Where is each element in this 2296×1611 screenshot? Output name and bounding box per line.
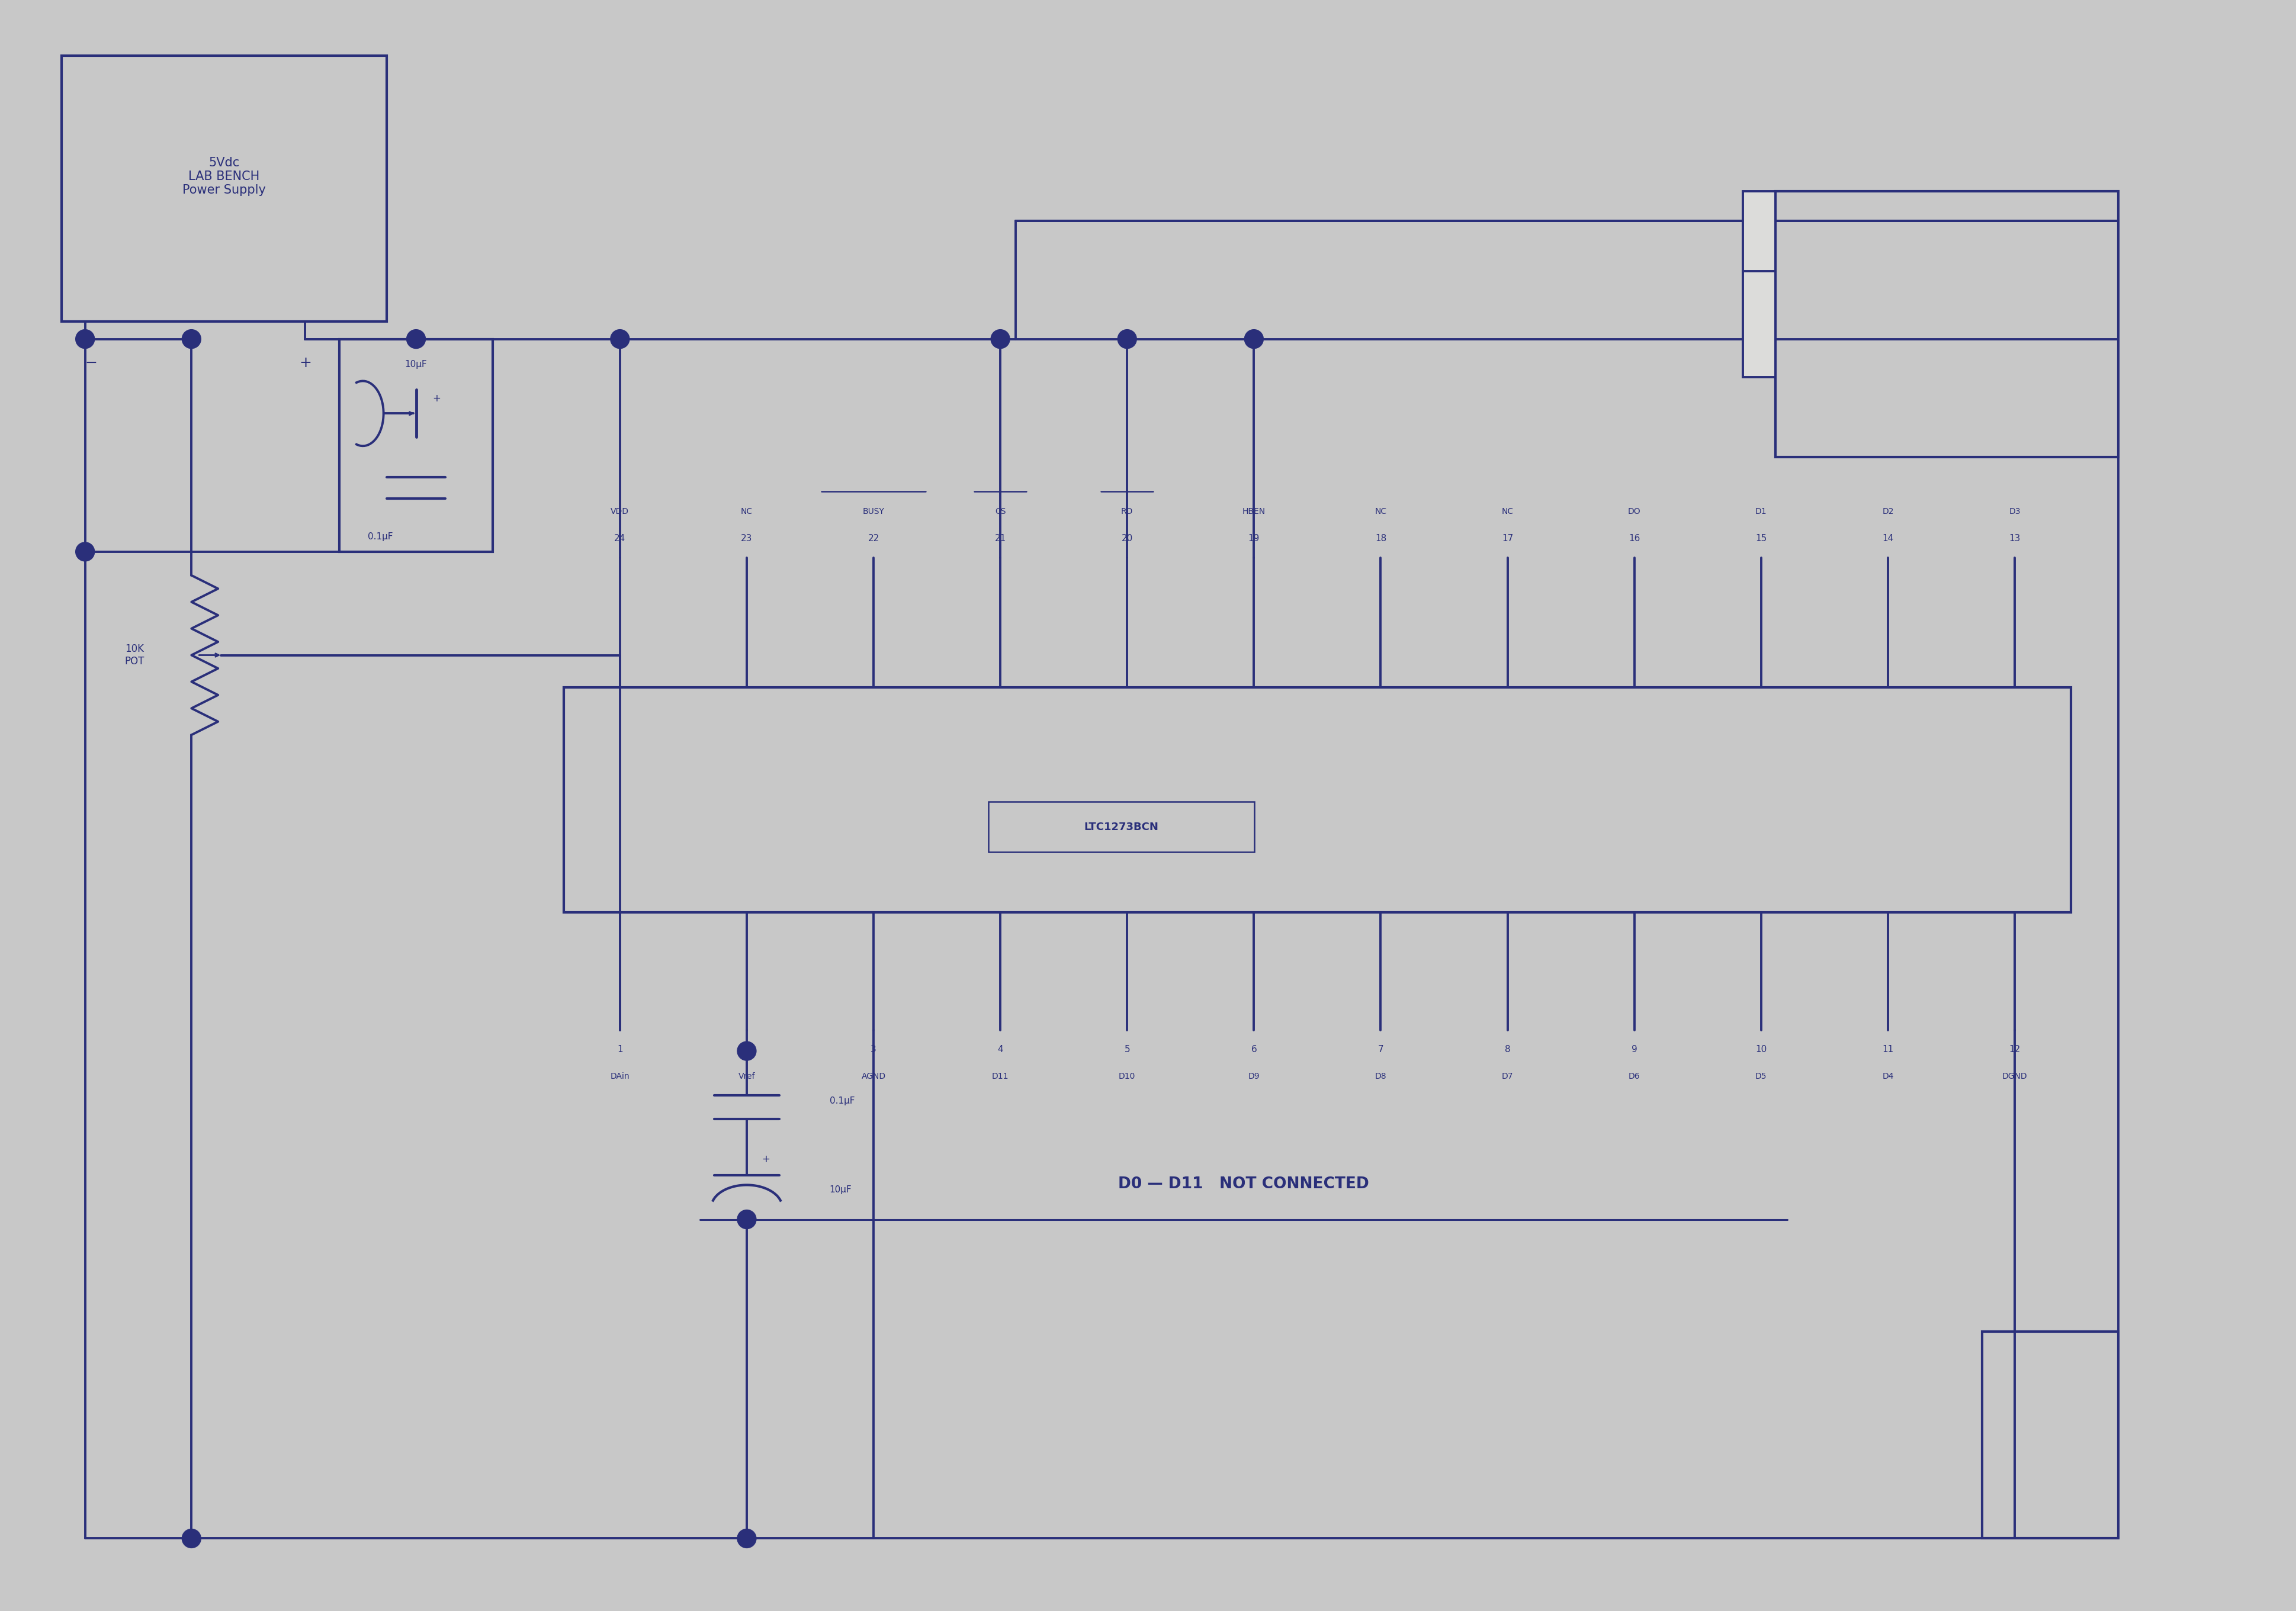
Text: LTC1273BCN: LTC1273BCN bbox=[1084, 822, 1159, 833]
Circle shape bbox=[1118, 330, 1137, 348]
Text: 10μF: 10μF bbox=[404, 361, 427, 369]
Bar bbox=[340, 338, 494, 551]
Text: D7: D7 bbox=[1502, 1073, 1513, 1081]
Text: 8: 8 bbox=[1504, 1046, 1511, 1054]
Text: RD: RD bbox=[1120, 507, 1134, 516]
Circle shape bbox=[737, 1529, 755, 1548]
Circle shape bbox=[406, 330, 425, 348]
Text: NC: NC bbox=[742, 507, 753, 516]
Text: 0.1μF: 0.1μF bbox=[829, 1097, 854, 1105]
Text: 16: 16 bbox=[1628, 535, 1639, 543]
Text: 18: 18 bbox=[1375, 535, 1387, 543]
Circle shape bbox=[1244, 330, 1263, 348]
Bar bbox=[990, 802, 1254, 852]
Bar bbox=[62, 55, 386, 321]
Bar bbox=[1743, 271, 1775, 377]
Text: 10K
POT: 10K POT bbox=[124, 644, 145, 667]
Text: 7: 7 bbox=[1378, 1046, 1384, 1054]
Text: BUSY: BUSY bbox=[863, 507, 884, 516]
Text: HBEN: HBEN bbox=[1242, 507, 1265, 516]
Text: DAin: DAin bbox=[611, 1073, 629, 1081]
Text: D11: D11 bbox=[992, 1073, 1008, 1081]
Text: 2: 2 bbox=[744, 1046, 748, 1054]
Text: 3: 3 bbox=[870, 1046, 877, 1054]
Text: 11: 11 bbox=[1883, 1046, 1894, 1054]
Text: NC: NC bbox=[1375, 507, 1387, 516]
Text: 21: 21 bbox=[994, 535, 1006, 543]
Text: D4: D4 bbox=[1883, 1073, 1894, 1081]
Text: 1: 1 bbox=[618, 1046, 622, 1054]
Text: AGND: AGND bbox=[861, 1073, 886, 1081]
Text: DO: DO bbox=[1628, 507, 1642, 516]
Text: D0 — D11   NOT CONNECTED: D0 — D11 NOT CONNECTED bbox=[1118, 1176, 1368, 1192]
Text: +: + bbox=[762, 1153, 769, 1165]
Bar bbox=[1775, 192, 2119, 458]
Text: D2: D2 bbox=[1883, 507, 1894, 516]
Bar bbox=[1743, 192, 1775, 298]
Text: 19: 19 bbox=[1249, 535, 1261, 543]
Text: 23: 23 bbox=[742, 535, 753, 543]
Text: 22: 22 bbox=[868, 535, 879, 543]
Circle shape bbox=[611, 330, 629, 348]
Bar bbox=[565, 688, 2071, 912]
Text: 6: 6 bbox=[1251, 1046, 1256, 1054]
Text: D9: D9 bbox=[1249, 1073, 1261, 1081]
Text: D10: D10 bbox=[1118, 1073, 1137, 1081]
Text: +: + bbox=[432, 393, 441, 404]
Text: D6: D6 bbox=[1628, 1073, 1639, 1081]
Text: NC: NC bbox=[1502, 507, 1513, 516]
Text: 4: 4 bbox=[996, 1046, 1003, 1054]
Text: 14: 14 bbox=[1883, 535, 1894, 543]
Text: D8: D8 bbox=[1375, 1073, 1387, 1081]
Text: 13: 13 bbox=[2009, 535, 2020, 543]
Text: D5: D5 bbox=[1756, 1073, 1768, 1081]
Text: +: + bbox=[298, 356, 312, 371]
Text: 0.1μF: 0.1μF bbox=[367, 533, 393, 541]
Circle shape bbox=[76, 543, 94, 561]
Text: D3: D3 bbox=[2009, 507, 2020, 516]
Text: CS: CS bbox=[994, 507, 1006, 516]
Text: 10: 10 bbox=[1756, 1046, 1768, 1054]
Text: 15: 15 bbox=[1756, 535, 1768, 543]
Text: 10μF: 10μF bbox=[829, 1186, 852, 1194]
Circle shape bbox=[76, 330, 94, 348]
Text: 12: 12 bbox=[2009, 1046, 2020, 1054]
Text: 5: 5 bbox=[1125, 1046, 1130, 1054]
Text: 24: 24 bbox=[615, 535, 625, 543]
Text: DGND: DGND bbox=[2002, 1073, 2027, 1081]
Circle shape bbox=[181, 1529, 202, 1548]
Circle shape bbox=[992, 330, 1010, 348]
Circle shape bbox=[737, 1210, 755, 1229]
Bar bbox=[1981, 1332, 2119, 1539]
Text: Vref: Vref bbox=[739, 1073, 755, 1081]
Text: 17: 17 bbox=[1502, 535, 1513, 543]
Text: D1: D1 bbox=[1756, 507, 1768, 516]
Circle shape bbox=[737, 1042, 755, 1060]
Circle shape bbox=[181, 330, 202, 348]
Text: 9: 9 bbox=[1632, 1046, 1637, 1054]
Text: VDD: VDD bbox=[611, 507, 629, 516]
Text: 20: 20 bbox=[1120, 535, 1132, 543]
Text: 5Vdc
LAB BENCH
Power Supply: 5Vdc LAB BENCH Power Supply bbox=[181, 156, 266, 197]
Text: −: − bbox=[85, 356, 96, 371]
